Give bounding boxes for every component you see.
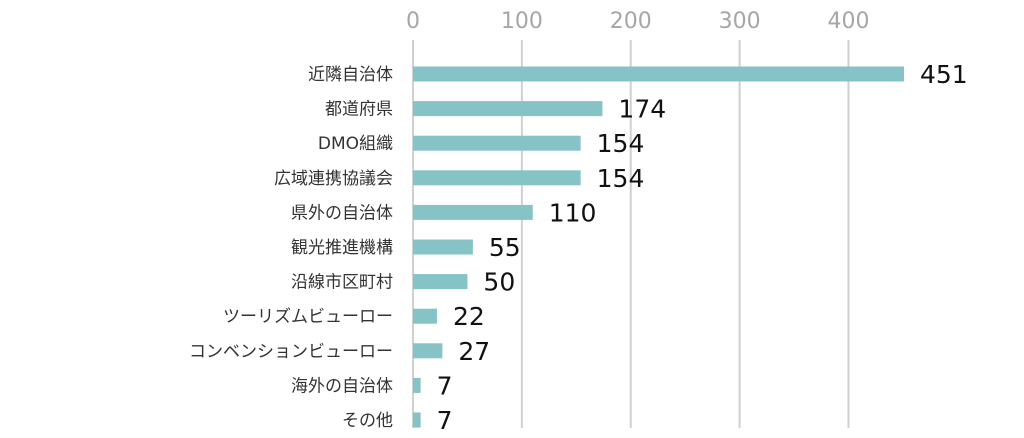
category-label: 海外の自治体 <box>291 376 393 396</box>
data-label: 7 <box>437 406 453 435</box>
x-tick-label: 100 <box>501 9 543 34</box>
category-label: 沿線市区町村 <box>291 273 393 293</box>
x-tick-label: 300 <box>719 9 761 34</box>
category-label: ツーリズムビューロー <box>223 307 393 327</box>
data-label: 154 <box>597 164 645 193</box>
bar <box>413 66 904 82</box>
data-label: 50 <box>483 268 515 297</box>
bar <box>413 239 473 255</box>
bar <box>413 101 603 117</box>
data-label: 7 <box>437 371 453 400</box>
bar <box>413 274 468 290</box>
data-label: 55 <box>489 233 521 262</box>
category-label: コンベンションビューロー <box>189 342 393 362</box>
bar <box>413 204 533 220</box>
x-tick-label: 200 <box>610 9 652 34</box>
x-tick-label: 0 <box>406 9 420 34</box>
x-tick-label: 400 <box>827 9 869 34</box>
bar <box>413 170 581 186</box>
category-label: 近隣自治体 <box>308 65 393 85</box>
data-label: 110 <box>549 198 597 227</box>
x-axis-ticks: 0 100 200 300 400 <box>406 9 869 34</box>
bars <box>413 66 904 428</box>
bar <box>413 377 421 393</box>
category-label: DMO組織 <box>318 134 393 154</box>
data-label: 154 <box>597 129 645 158</box>
bar <box>413 308 437 324</box>
bar <box>413 135 581 151</box>
data-label: 27 <box>458 337 490 366</box>
category-label: 県外の自治体 <box>291 203 393 223</box>
category-label: その他 <box>342 411 393 431</box>
data-label: 22 <box>453 302 485 331</box>
category-label: 広域連携協議会 <box>274 169 393 189</box>
data-label: 174 <box>618 95 666 124</box>
bar <box>413 343 443 359</box>
bar <box>413 412 421 428</box>
category-label: 都道府県 <box>325 100 393 120</box>
data-label: 451 <box>920 60 968 89</box>
category-label: 観光推進機構 <box>291 238 393 258</box>
